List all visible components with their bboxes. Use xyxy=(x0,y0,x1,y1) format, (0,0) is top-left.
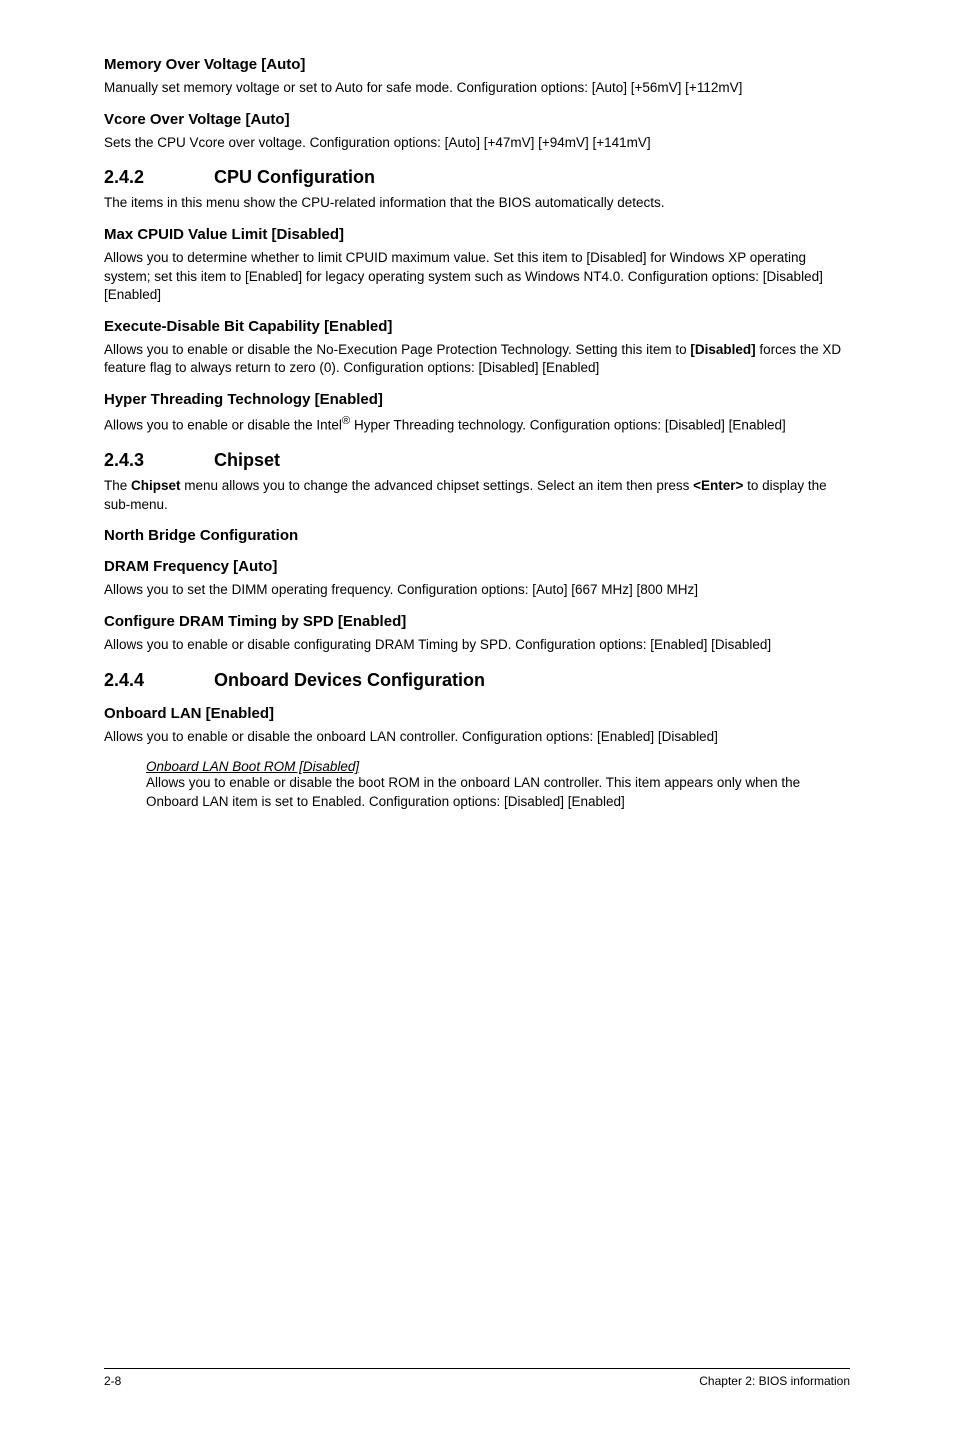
text: Hyper Threading technology. Configuratio… xyxy=(350,418,786,433)
heading: 2.4.4Onboard Devices Configuration xyxy=(104,670,850,691)
body-text: Allows you to determine whether to limit… xyxy=(104,249,850,305)
bold-text: <Enter> xyxy=(693,478,743,493)
heading: Hyper Threading Technology [Enabled] xyxy=(104,391,850,408)
section-title: Onboard Devices Configuration xyxy=(214,670,485,690)
body-text: Allows you to enable or disable the No-E… xyxy=(104,341,850,378)
section-dram-frequency: DRAM Frequency [Auto] Allows you to set … xyxy=(104,558,850,600)
body-text: Allows you to enable or disable the onbo… xyxy=(104,728,850,747)
section-number: 2.4.2 xyxy=(104,167,214,188)
heading: 2.4.3Chipset xyxy=(104,450,850,471)
heading: Execute-Disable Bit Capability [Enabled] xyxy=(104,318,850,335)
section-north-bridge: North Bridge Configuration xyxy=(104,527,850,544)
section-memory-over-voltage: Memory Over Voltage [Auto] Manually set … xyxy=(104,56,850,98)
body-text: The items in this menu show the CPU-rela… xyxy=(104,194,850,213)
text: The xyxy=(104,478,131,493)
section-number: 2.4.3 xyxy=(104,450,214,471)
chapter-label: Chapter 2: BIOS information xyxy=(699,1374,850,1388)
bold-text: Chipset xyxy=(131,478,181,493)
section-onboard-devices: 2.4.4Onboard Devices Configuration xyxy=(104,670,850,691)
section-title: CPU Configuration xyxy=(214,167,375,187)
subsection-onboard-lan-boot-rom: Onboard LAN Boot ROM [Disabled] Allows y… xyxy=(104,759,850,811)
body-text: The Chipset menu allows you to change th… xyxy=(104,477,850,514)
body-text: Manually set memory voltage or set to Au… xyxy=(104,79,850,98)
body-text: Allows you to enable or disable configur… xyxy=(104,636,850,655)
heading: Vcore Over Voltage [Auto] xyxy=(104,111,850,128)
section-chipset: 2.4.3Chipset The Chipset menu allows you… xyxy=(104,450,850,514)
heading: North Bridge Configuration xyxy=(104,527,850,544)
section-max-cpuid: Max CPUID Value Limit [Disabled] Allows … xyxy=(104,226,850,305)
text: menu allows you to change the advanced c… xyxy=(181,478,694,493)
section-cpu-configuration: 2.4.2CPU Configuration The items in this… xyxy=(104,167,850,213)
section-vcore-over-voltage: Vcore Over Voltage [Auto] Sets the CPU V… xyxy=(104,111,850,153)
text: Allows you to enable or disable the Inte… xyxy=(104,418,342,433)
superscript: ® xyxy=(342,415,350,427)
heading: Memory Over Voltage [Auto] xyxy=(104,56,850,73)
heading: DRAM Frequency [Auto] xyxy=(104,558,850,575)
heading: 2.4.2CPU Configuration xyxy=(104,167,850,188)
section-onboard-lan: Onboard LAN [Enabled] Allows you to enab… xyxy=(104,705,850,747)
body-text: Allows you to enable or disable the Inte… xyxy=(104,414,850,435)
bold-text: [Disabled] xyxy=(690,342,755,357)
body-text: Allows you to set the DIMM operating fre… xyxy=(104,581,850,600)
section-title: Chipset xyxy=(214,450,280,470)
heading: Configure DRAM Timing by SPD [Enabled] xyxy=(104,613,850,630)
section-number: 2.4.4 xyxy=(104,670,214,691)
page-number: 2-8 xyxy=(104,1374,121,1388)
section-execute-disable: Execute-Disable Bit Capability [Enabled]… xyxy=(104,318,850,378)
section-configure-dram: Configure DRAM Timing by SPD [Enabled] A… xyxy=(104,613,850,655)
heading: Onboard LAN [Enabled] xyxy=(104,705,850,722)
sub-heading: Onboard LAN Boot ROM [Disabled] xyxy=(146,759,850,774)
body-text: Allows you to enable or disable the boot… xyxy=(146,774,850,811)
section-hyper-threading: Hyper Threading Technology [Enabled] All… xyxy=(104,391,850,435)
text: Allows you to enable or disable the No-E… xyxy=(104,342,690,357)
heading: Max CPUID Value Limit [Disabled] xyxy=(104,226,850,243)
page-footer: 2-8 Chapter 2: BIOS information xyxy=(104,1368,850,1388)
body-text: Sets the CPU Vcore over voltage. Configu… xyxy=(104,134,850,153)
